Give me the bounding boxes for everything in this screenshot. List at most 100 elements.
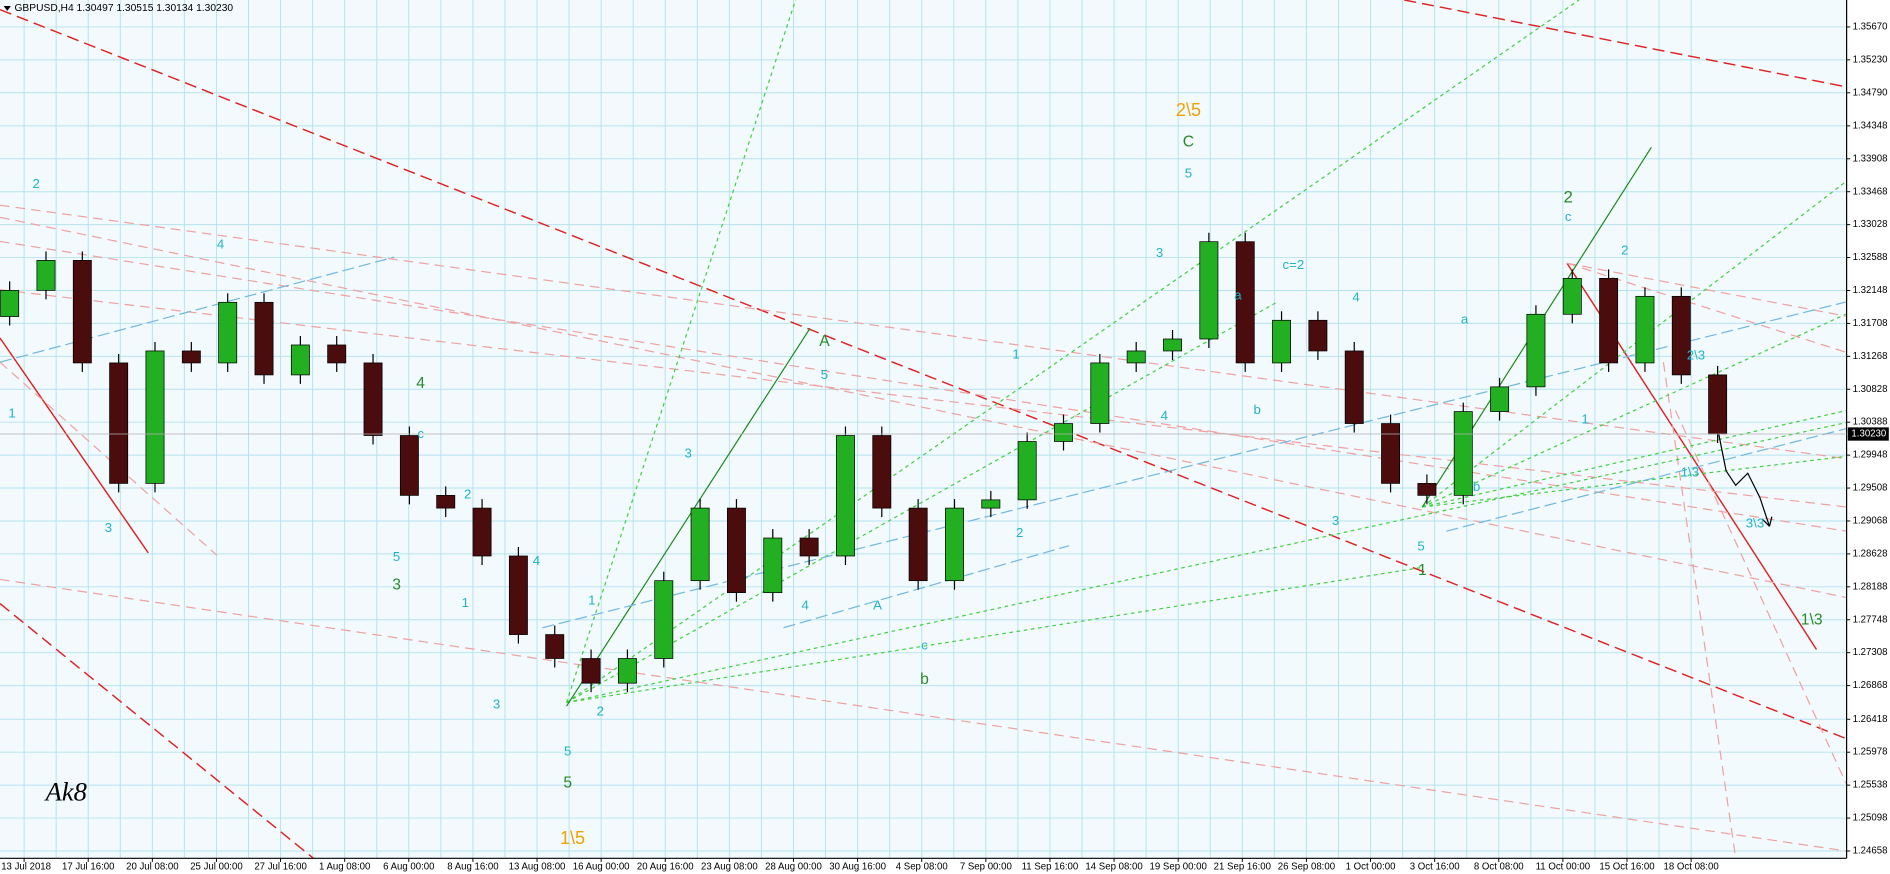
x-tick-label: 7 Sep 00:00 bbox=[960, 861, 1012, 872]
candle-body bbox=[581, 658, 601, 684]
x-tick-label: 1 Oct 00:00 bbox=[1346, 861, 1396, 872]
candle-body bbox=[218, 301, 238, 364]
candle-body bbox=[1526, 313, 1546, 388]
candle-body bbox=[1562, 278, 1582, 315]
wave-label: 4 bbox=[533, 553, 540, 568]
candle-body bbox=[1054, 423, 1073, 442]
y-tick-label: 1.26418 bbox=[1853, 714, 1888, 725]
wave-label: b bbox=[1254, 402, 1261, 417]
x-tick-label: 25 Jul 00:00 bbox=[190, 861, 242, 872]
candle-body bbox=[1708, 374, 1728, 435]
fib-line bbox=[1422, 409, 1847, 508]
candle-body bbox=[872, 435, 892, 509]
channel-line bbox=[0, 603, 314, 859]
wave-label: 4 bbox=[1161, 408, 1168, 423]
fan-line bbox=[1566, 262, 1847, 317]
candle-body bbox=[1126, 350, 1146, 364]
wave-label: A bbox=[873, 597, 882, 612]
wave-label: 5 bbox=[393, 549, 400, 564]
x-tick-label: 27 Jul 16:00 bbox=[254, 861, 306, 872]
x-tick-label: 3 Oct 16:00 bbox=[1410, 861, 1460, 872]
trend-lines bbox=[0, 0, 1848, 859]
fan-line bbox=[0, 578, 1847, 852]
y-tick-label: 1.27748 bbox=[1853, 614, 1888, 625]
x-tick-label: 16 Aug 00:00 bbox=[573, 861, 630, 872]
wave-label: 5 bbox=[821, 367, 828, 382]
candle-body bbox=[1163, 338, 1182, 352]
wave-label: 5 bbox=[1417, 538, 1424, 553]
wave-label: 3 bbox=[392, 577, 401, 594]
fib-line bbox=[566, 301, 1278, 704]
fan-line bbox=[1662, 362, 1737, 859]
y-tick-label: 1.30388 bbox=[1853, 417, 1888, 428]
x-tick-label: 13 Jul 2018 bbox=[1, 861, 51, 872]
x-tick-label: 26 Sep 08:00 bbox=[1278, 861, 1335, 872]
y-tick-label: 1.34790 bbox=[1853, 87, 1888, 98]
wave-label: 5 bbox=[563, 775, 572, 792]
x-tick-label: 8 Oct 08:00 bbox=[1474, 861, 1524, 872]
candle-body bbox=[1272, 319, 1291, 364]
y-tick-label: 1.25978 bbox=[1853, 747, 1888, 758]
candle-body bbox=[799, 537, 819, 557]
wave-label: 3 bbox=[1332, 513, 1339, 528]
y-tick-label: 1.29068 bbox=[1853, 516, 1888, 527]
candle-body bbox=[1599, 278, 1619, 364]
projection-path bbox=[1717, 428, 1773, 527]
y-tick-label: 1.33468 bbox=[1853, 186, 1888, 197]
y-tick-label: 1.35670 bbox=[1853, 21, 1888, 32]
x-tick-label: 23 Aug 08:00 bbox=[701, 861, 758, 872]
wave-label: 5 bbox=[564, 744, 571, 759]
wave-label: 2 bbox=[1563, 187, 1572, 206]
wave-label: 1 bbox=[8, 406, 15, 421]
channel-blue bbox=[1446, 427, 1847, 532]
fan-line bbox=[0, 361, 218, 556]
y-tick-label: 1.35230 bbox=[1853, 54, 1888, 65]
candle-body bbox=[1671, 295, 1691, 376]
y-tick-label: 1.32588 bbox=[1853, 252, 1888, 263]
wave-label: 1\3 bbox=[1681, 465, 1699, 480]
y-tick-label: 1.34348 bbox=[1853, 120, 1888, 131]
candle-body bbox=[1344, 350, 1364, 424]
fib-line bbox=[566, 421, 1847, 704]
candle-body bbox=[1417, 483, 1437, 496]
y-tick-label: 1.32148 bbox=[1853, 285, 1888, 296]
wave-label: c bbox=[1565, 209, 1572, 224]
candle-body bbox=[109, 362, 129, 484]
x-tick-label: 21 Sep 16:00 bbox=[1214, 861, 1271, 872]
wave-label: a bbox=[1461, 311, 1469, 326]
fan-line bbox=[0, 289, 1847, 508]
candle-body bbox=[690, 507, 710, 582]
candle-body bbox=[472, 507, 492, 557]
fib-line bbox=[1422, 455, 1847, 508]
candle-body bbox=[1490, 386, 1510, 412]
x-tick-label: 28 Aug 00:00 bbox=[765, 861, 822, 872]
candle-body bbox=[654, 580, 674, 659]
channel-line bbox=[1404, 0, 1847, 88]
candle-body bbox=[508, 555, 528, 635]
candle-body bbox=[945, 507, 964, 582]
grid bbox=[0, 0, 1847, 859]
x-tick-label: 14 Sep 08:00 bbox=[1085, 861, 1142, 872]
wave-label: 4 bbox=[416, 375, 425, 392]
candle-body bbox=[254, 301, 274, 376]
wave-label: a bbox=[1234, 287, 1242, 302]
annotations: 2\5 C A 1\5 5 b 3 4 2 1 1\3 2 4 1 3 2 5 1 3 4 3 5 Ac 2 1 3 4 5 a b c=2… bbox=[8, 100, 1822, 848]
candle-body bbox=[727, 507, 746, 594]
candle-body bbox=[981, 499, 1001, 509]
x-tick-label: 19 Sep 00:00 bbox=[1150, 861, 1207, 872]
candle-body bbox=[1453, 411, 1473, 496]
candle-body bbox=[1090, 362, 1110, 424]
wave-label: 3 bbox=[1156, 245, 1163, 260]
x-tick-label: 20 Jul 08:00 bbox=[126, 861, 178, 872]
fan-line bbox=[0, 204, 1847, 460]
candle-body bbox=[290, 344, 310, 376]
wave-label: c=2 bbox=[1282, 257, 1304, 272]
x-tick-label: 18 Oct 08:00 bbox=[1664, 861, 1719, 872]
x-tick-label: 4 Sep 08:00 bbox=[896, 861, 948, 872]
wave-label: 3 bbox=[105, 520, 112, 535]
wave-label: 3\3 bbox=[1746, 515, 1764, 530]
wave-label: C bbox=[1183, 134, 1194, 151]
wave-label: 1 bbox=[1012, 346, 1019, 361]
